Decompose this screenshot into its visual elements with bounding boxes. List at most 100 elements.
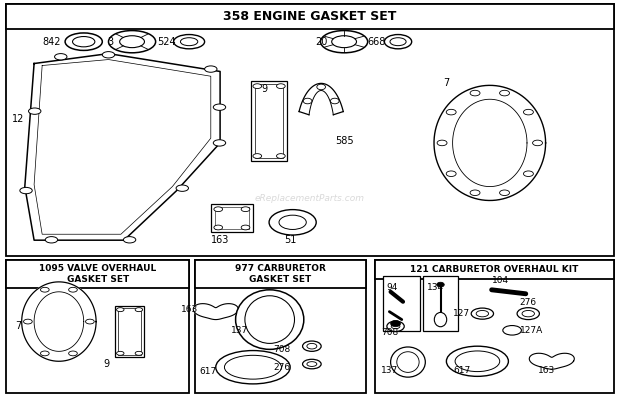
Ellipse shape — [253, 84, 262, 89]
Text: 708: 708 — [381, 328, 399, 337]
Ellipse shape — [523, 171, 533, 177]
FancyBboxPatch shape — [6, 260, 189, 288]
Ellipse shape — [533, 140, 542, 146]
Polygon shape — [434, 85, 546, 200]
Ellipse shape — [86, 319, 94, 324]
Ellipse shape — [117, 351, 124, 355]
Ellipse shape — [500, 90, 510, 96]
Ellipse shape — [330, 98, 339, 104]
Ellipse shape — [391, 347, 425, 377]
Text: 51: 51 — [284, 235, 296, 245]
Ellipse shape — [303, 98, 312, 104]
Ellipse shape — [269, 210, 316, 235]
Text: 94: 94 — [386, 283, 397, 292]
Text: 1095 VALVE OVERHAUL
GASKET SET: 1095 VALVE OVERHAUL GASKET SET — [39, 264, 156, 284]
Ellipse shape — [384, 35, 412, 49]
FancyBboxPatch shape — [215, 207, 249, 229]
Ellipse shape — [205, 66, 217, 72]
Ellipse shape — [303, 341, 321, 351]
Text: 617: 617 — [454, 366, 471, 375]
Ellipse shape — [40, 287, 49, 292]
Ellipse shape — [434, 312, 446, 327]
Ellipse shape — [123, 237, 136, 243]
Ellipse shape — [108, 31, 156, 53]
FancyBboxPatch shape — [115, 306, 144, 357]
Ellipse shape — [69, 351, 78, 356]
Ellipse shape — [500, 190, 510, 196]
Ellipse shape — [214, 225, 223, 230]
Ellipse shape — [55, 54, 67, 60]
Ellipse shape — [470, 190, 480, 196]
FancyBboxPatch shape — [423, 276, 458, 331]
Ellipse shape — [391, 320, 401, 327]
Ellipse shape — [303, 359, 321, 369]
Ellipse shape — [216, 351, 290, 384]
Ellipse shape — [176, 185, 188, 191]
Text: 7: 7 — [16, 320, 22, 331]
Ellipse shape — [65, 33, 102, 50]
Text: 163: 163 — [211, 235, 229, 245]
Ellipse shape — [253, 154, 262, 158]
Text: 104: 104 — [492, 276, 509, 285]
Ellipse shape — [24, 319, 32, 324]
Text: 137: 137 — [231, 326, 248, 335]
FancyBboxPatch shape — [383, 276, 420, 331]
Ellipse shape — [29, 108, 41, 114]
Ellipse shape — [446, 346, 508, 376]
Ellipse shape — [436, 282, 444, 287]
Ellipse shape — [446, 171, 456, 177]
Ellipse shape — [437, 140, 447, 146]
FancyBboxPatch shape — [375, 260, 614, 279]
Ellipse shape — [135, 351, 143, 355]
FancyBboxPatch shape — [118, 308, 141, 355]
Text: 163: 163 — [538, 366, 556, 375]
Polygon shape — [529, 353, 574, 369]
Ellipse shape — [446, 109, 456, 115]
Text: 9: 9 — [261, 84, 267, 94]
Ellipse shape — [523, 109, 533, 115]
Ellipse shape — [471, 308, 494, 319]
Ellipse shape — [277, 154, 285, 158]
Polygon shape — [25, 54, 220, 240]
Text: 585: 585 — [335, 136, 353, 146]
Ellipse shape — [503, 326, 521, 335]
FancyBboxPatch shape — [211, 204, 253, 232]
Polygon shape — [22, 282, 96, 361]
Ellipse shape — [317, 84, 326, 90]
Ellipse shape — [117, 308, 124, 312]
Text: 163: 163 — [181, 305, 198, 314]
Text: 276: 276 — [520, 298, 537, 307]
Text: 3: 3 — [107, 37, 113, 47]
Ellipse shape — [241, 207, 250, 212]
Text: 12: 12 — [12, 114, 25, 124]
Text: 977 CARBURETOR
GASKET SET: 977 CARBURETOR GASKET SET — [235, 264, 326, 284]
Ellipse shape — [40, 351, 49, 356]
FancyBboxPatch shape — [195, 260, 366, 393]
FancyBboxPatch shape — [6, 4, 614, 256]
FancyBboxPatch shape — [6, 260, 189, 393]
Text: 134: 134 — [427, 283, 444, 292]
FancyBboxPatch shape — [251, 81, 287, 161]
Ellipse shape — [277, 84, 285, 89]
Text: 137: 137 — [381, 366, 399, 375]
Text: 276: 276 — [273, 363, 290, 372]
Text: 127: 127 — [453, 309, 470, 318]
Text: 358 ENGINE GASKET SET: 358 ENGINE GASKET SET — [223, 10, 397, 23]
Ellipse shape — [135, 308, 143, 312]
Polygon shape — [299, 83, 343, 115]
Ellipse shape — [45, 237, 58, 243]
Text: 20: 20 — [315, 37, 327, 47]
FancyBboxPatch shape — [195, 260, 366, 288]
Ellipse shape — [174, 35, 205, 49]
Ellipse shape — [20, 187, 32, 194]
Text: 7: 7 — [443, 78, 449, 89]
FancyBboxPatch shape — [375, 260, 614, 393]
Text: 708: 708 — [273, 345, 290, 354]
Ellipse shape — [213, 140, 226, 146]
Ellipse shape — [102, 52, 115, 58]
Ellipse shape — [387, 321, 404, 331]
Text: 617: 617 — [200, 367, 217, 376]
FancyBboxPatch shape — [255, 84, 283, 158]
Text: eReplacementParts.com: eReplacementParts.com — [255, 194, 365, 203]
Text: 842: 842 — [42, 37, 61, 47]
